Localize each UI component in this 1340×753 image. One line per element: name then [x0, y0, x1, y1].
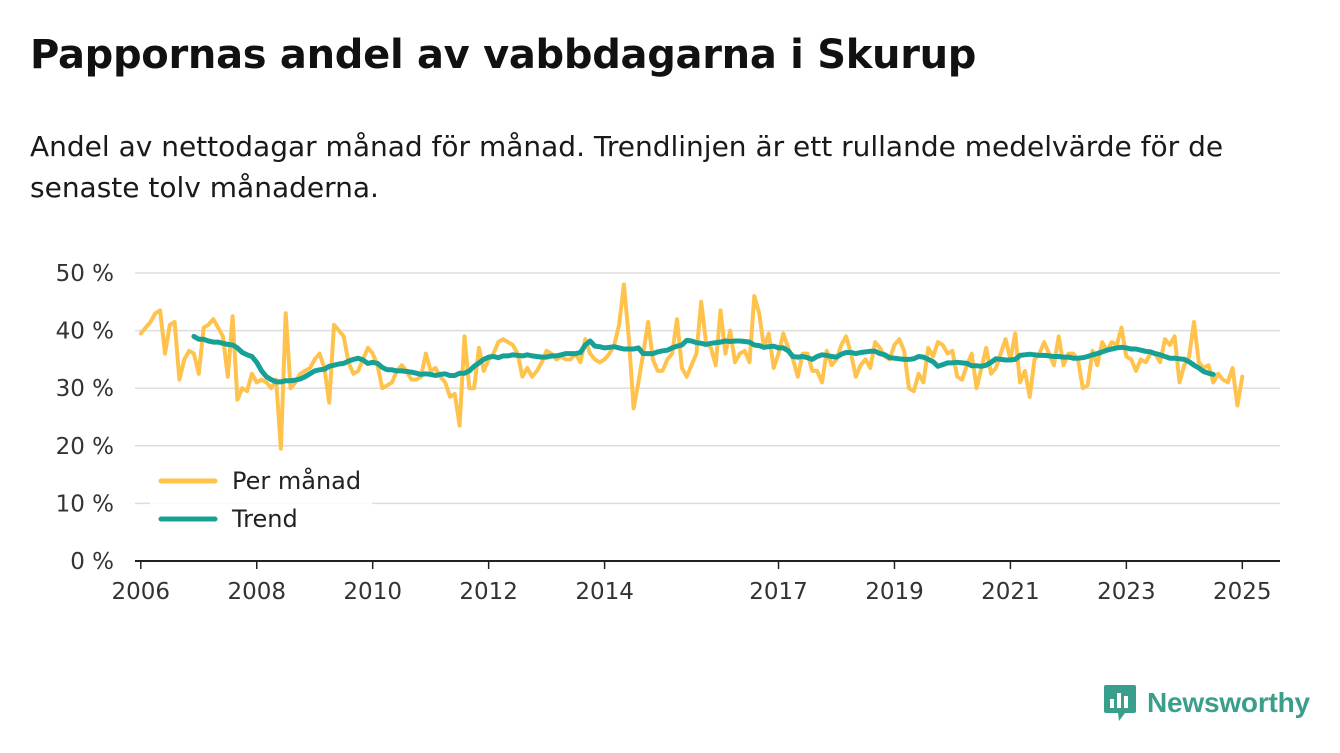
series-line-trend — [191, 333, 1216, 385]
y-axis-ticks: 0 % 10 % 20 % 30 % 40 % 50 % — [56, 261, 114, 575]
chart-subtitle: Andel av nettodagar månad för månad. Tre… — [30, 130, 1224, 204]
newsworthy-logo: Newsworthy — [1103, 683, 1310, 723]
y-tick-label: 20 % — [56, 434, 114, 460]
x-axis: 2006 2008 2010 2012 2014 2017 2019 2021 2023 2025 — [112, 560, 1280, 605]
x-tick-label: 2019 — [865, 579, 924, 605]
legend-label: Per månad — [232, 466, 361, 495]
x-tick-label: 2023 — [1097, 579, 1156, 605]
x-tick-label: 2025 — [1213, 579, 1272, 605]
y-tick-label: 50 % — [56, 261, 114, 287]
y-tick-label: 10 % — [56, 491, 114, 517]
x-tick-label: 2021 — [981, 579, 1040, 605]
series-line-per-manad — [138, 282, 1245, 451]
newsworthy-logo-text: Newsworthy — [1147, 687, 1310, 718]
chart-title: Pappornas andel av vabbdagarna i Skurup — [30, 32, 977, 78]
x-tick-label: 2014 — [575, 579, 634, 605]
newsworthy-logo-icon — [1104, 685, 1136, 721]
legend-label: Trend — [231, 505, 298, 533]
series-lines — [138, 282, 1245, 451]
y-tick-label: 0 % — [70, 549, 114, 575]
legend-background — [150, 460, 372, 542]
x-tick-label: 2006 — [112, 579, 171, 605]
x-tick-label: 2017 — [749, 579, 808, 605]
y-tick-label: 30 % — [56, 376, 114, 402]
legend: Per månad Trend — [150, 460, 372, 542]
x-tick-label: 2010 — [343, 579, 402, 605]
y-tick-label: 40 % — [56, 319, 114, 345]
x-tick-label: 2012 — [459, 579, 518, 605]
x-tick-label: 2008 — [227, 579, 286, 605]
